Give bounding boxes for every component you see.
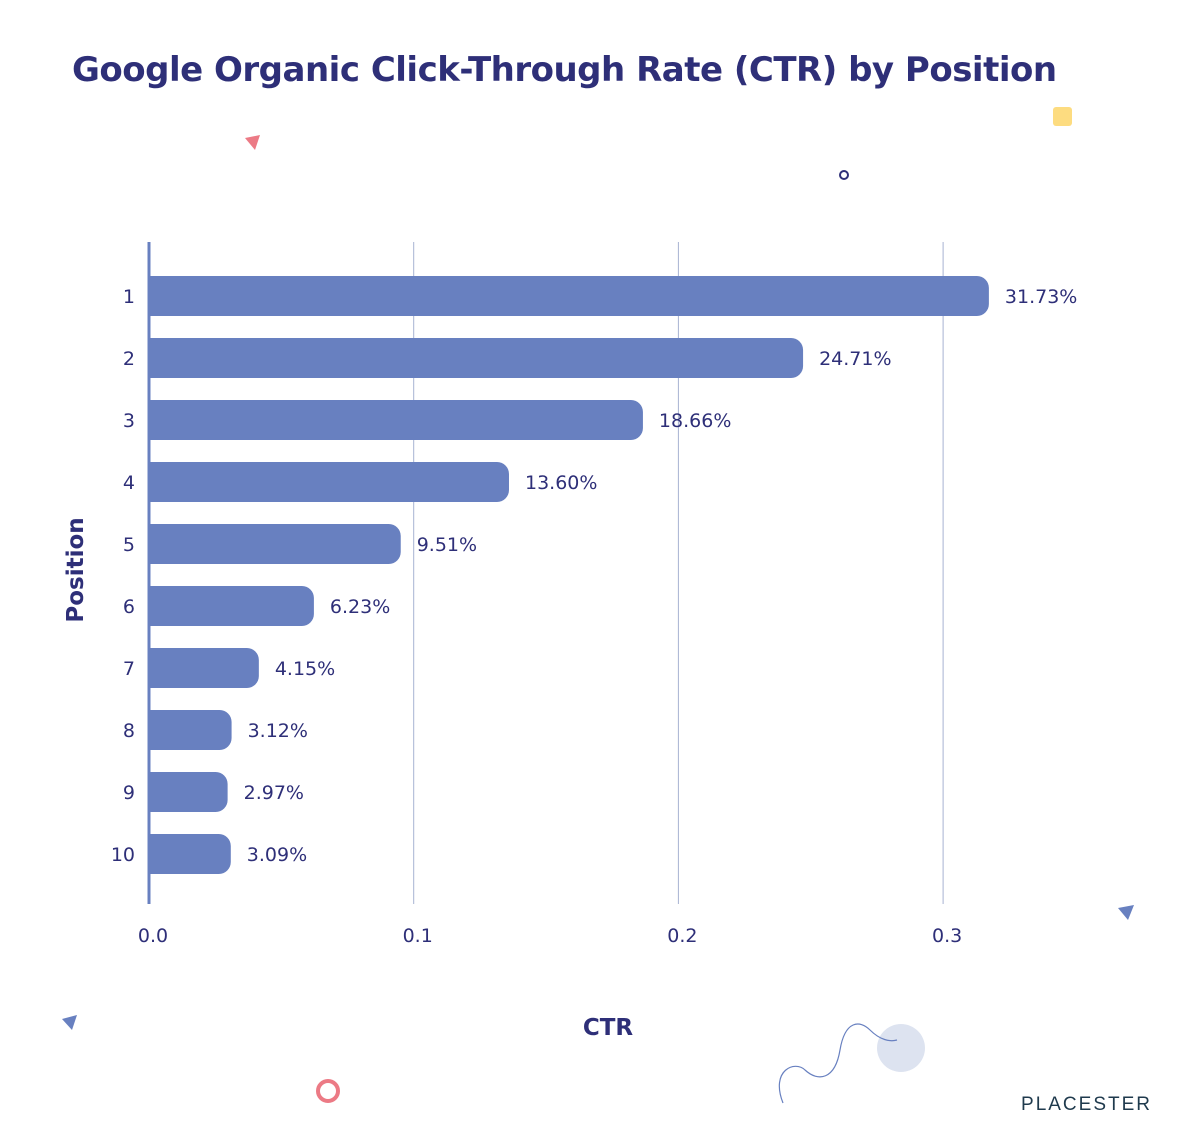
bar — [149, 400, 643, 440]
y-tick-label: 7 — [123, 658, 135, 680]
data-label: 2.97% — [244, 782, 304, 804]
data-label: 24.71% — [819, 348, 891, 370]
bars — [149, 276, 989, 874]
small-ring-decoration — [839, 170, 849, 180]
data-label: 3.09% — [247, 844, 307, 866]
y-tick-label: 5 — [123, 534, 135, 556]
bar — [149, 710, 232, 750]
data-label: 31.73% — [1005, 286, 1077, 308]
data-labels: 31.73% 24.71% 18.66% 13.60% 9.51% 6.23% 4.15% 3… — [244, 286, 1078, 866]
decorations — [62, 107, 1134, 1104]
y-axis-title: Position — [63, 517, 89, 622]
y-tick-label: 1 — [123, 286, 135, 308]
squiggle-line-decoration — [778, 1023, 898, 1104]
data-label: 9.51% — [417, 534, 477, 556]
yellow-square-decoration — [1053, 107, 1072, 126]
y-tick-label: 4 — [123, 472, 135, 494]
bar — [149, 772, 228, 812]
y-tick-labels: 1 2 3 4 5 6 7 8 9 10 — [111, 286, 135, 866]
y-tick-label: 6 — [123, 596, 135, 618]
y-tick-label: 3 — [123, 410, 135, 432]
x-tick-label: 0.0 — [138, 925, 168, 947]
bar — [149, 834, 231, 874]
chart-title: Google Organic Click-Through Rate (CTR) … — [72, 50, 1057, 90]
bar — [149, 648, 259, 688]
y-tick-label: 9 — [123, 782, 135, 804]
y-tick-label: 8 — [123, 720, 135, 742]
bar — [149, 338, 804, 378]
x-tick-label: 0.3 — [932, 925, 962, 947]
placester-logo: PLACESTER — [1021, 1094, 1152, 1115]
data-label: 6.23% — [330, 596, 390, 618]
data-label: 18.66% — [659, 410, 731, 432]
x-tick-label: 0.1 — [403, 925, 433, 947]
bar — [149, 276, 989, 316]
pink-ring-decoration — [316, 1079, 340, 1103]
y-tick-label: 10 — [111, 844, 135, 866]
data-label: 4.15% — [275, 658, 335, 680]
bar — [149, 586, 314, 626]
x-axis-title: CTR — [583, 1015, 634, 1041]
y-tick-label: 2 — [123, 348, 135, 370]
blue-triangle-decoration-left — [62, 1015, 77, 1030]
blue-triangle-decoration-right — [1118, 905, 1134, 920]
data-label: 3.12% — [248, 720, 308, 742]
bar — [149, 524, 401, 564]
x-tick-labels: 0.0 0.1 0.2 0.3 — [138, 925, 962, 947]
pink-triangle-decoration — [245, 135, 260, 150]
data-label: 13.60% — [525, 472, 597, 494]
x-tick-label: 0.2 — [667, 925, 697, 947]
bar — [149, 462, 509, 502]
light-circle-decoration — [877, 1024, 925, 1072]
